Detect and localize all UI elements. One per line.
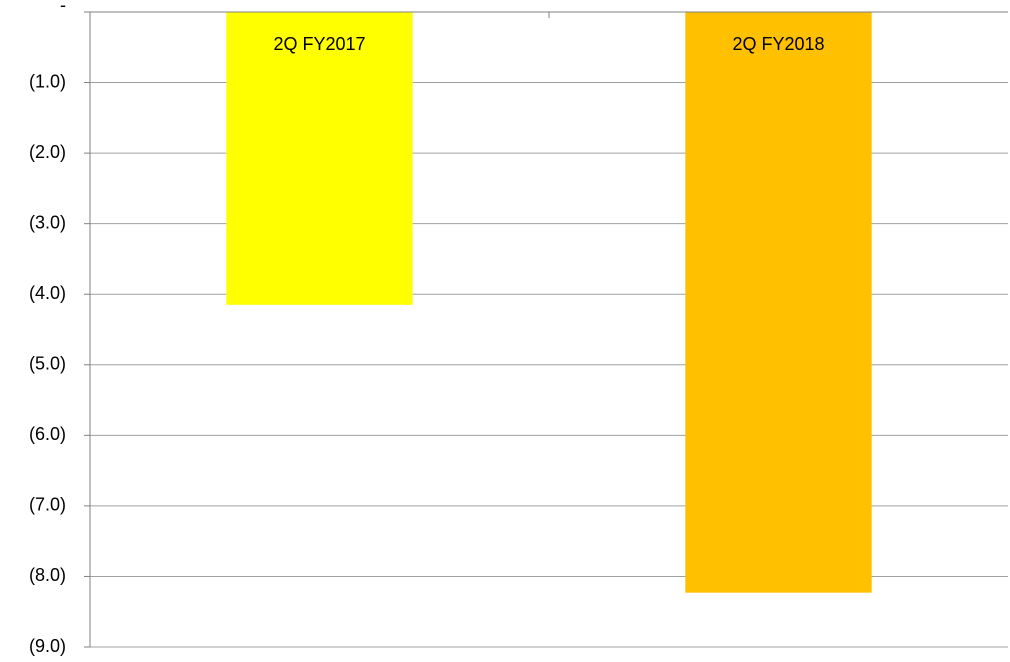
bar xyxy=(685,12,872,593)
y-tick-label: (7.0) xyxy=(29,495,66,515)
bar xyxy=(226,12,413,305)
y-tick-label: (4.0) xyxy=(29,283,66,303)
y-tick-label: (9.0) xyxy=(29,636,66,656)
category-label: 2Q FY2018 xyxy=(732,34,824,54)
y-tick-label: (6.0) xyxy=(29,424,66,444)
y-tick-label: (3.0) xyxy=(29,212,66,232)
y-tick-label: (2.0) xyxy=(29,142,66,162)
y-tick-label: (1.0) xyxy=(29,71,66,91)
category-label: 2Q FY2017 xyxy=(273,34,365,54)
y-tick-label: (5.0) xyxy=(29,354,66,374)
y-tick-label: - xyxy=(60,0,66,15)
y-tick-label: (8.0) xyxy=(29,565,66,585)
